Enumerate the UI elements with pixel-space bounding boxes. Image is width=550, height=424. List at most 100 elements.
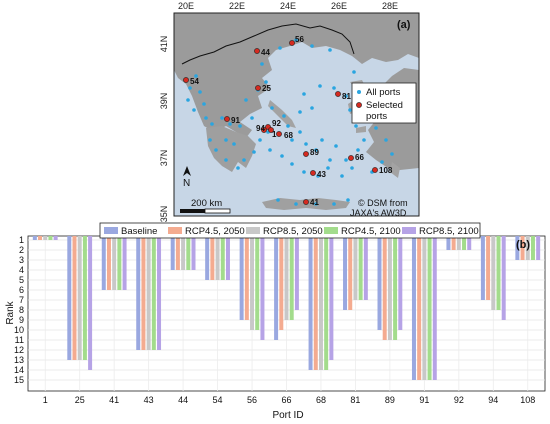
map-frame [173,12,420,217]
map-land-rhodes [390,162,400,178]
map-lon-ticks: 20E 22E 24E 26E 28E [178,1,398,11]
bar-56-3 [255,236,260,330]
bar-44-1 [175,236,180,270]
selected-port-label: 89 [310,148,319,157]
port-dot [310,44,314,48]
y-tick-label: 10 [14,325,24,335]
port-dot [290,138,294,142]
legend-label-4: RCP8.5, 2100 [419,226,479,237]
port-dot [294,202,298,206]
bar-44-3 [186,236,191,270]
bar-94-2 [491,236,496,310]
bar-68-3 [324,236,329,370]
bar-89-1 [382,236,387,340]
y-tick-label: 4 [19,265,24,275]
y-tick-label: 12 [14,345,24,355]
port-dot [228,122,232,126]
chart-x-ticks: 1 25 41 43 44 54 56 66 68 81 89 91 92 94 108 [43,395,536,405]
selected-port-label: 25 [262,84,271,93]
selected-port-label: 92 [272,119,281,128]
port-dot [298,130,302,134]
port-dot [316,174,320,178]
selected-port-marker [303,199,309,205]
port-dot [356,148,360,152]
port-dot [310,106,314,110]
port-dot [318,84,322,88]
map-panel: 56 44 54 25 81 91 92 94 1 68 89 66 43 108 41 20E 22E 2… [159,1,420,223]
scale-bar: 200 km [180,198,231,214]
x-tick-label: 56 [247,395,257,405]
legend-all-ports-label: All ports [366,87,401,98]
chart-bars [32,236,541,380]
port-dot [192,108,196,112]
bar-44-4 [191,236,196,270]
map-lat-ticks: 41N 39N 37N 35N [159,36,169,223]
selected-port-label: 1 [272,130,277,139]
bar-43-2 [146,236,151,350]
bar-25-4 [88,236,93,370]
x-tick-label: 68 [316,395,326,405]
bar-25-0 [67,236,72,360]
selected-port-label: 68 [284,131,293,140]
selected-port-marker [276,131,282,137]
bar-81-4 [363,236,368,300]
port-dot [328,158,332,162]
lon-tick-28e: 28E [382,1,398,11]
legend-swatch-3 [324,227,338,234]
port-dot [236,166,240,170]
bar-91-2 [422,236,427,380]
y-tick-label: 14 [14,365,24,375]
bar-89-2 [387,236,392,340]
selected-port-label: 54 [190,77,199,86]
map-panel-label: (a) [397,19,411,31]
lat-tick-35n: 35N [159,206,169,223]
port-dot [346,198,350,202]
bar-81-0 [343,236,348,310]
bar-1-4 [53,236,58,240]
selected-port-marker [372,167,378,173]
port-dot [348,108,352,112]
bar-54-4 [225,236,230,280]
bar-66-1 [279,236,284,330]
port-dot [390,152,394,156]
selected-port-marker [268,127,274,133]
bar-81-1 [348,236,353,310]
map-credit-line1: © DSM from [358,198,408,208]
legend-label-3: RCP4.5, 2100 [341,226,401,237]
port-dot [334,144,338,148]
legend-swatch-4 [402,227,416,234]
bar-54-1 [210,236,215,280]
bar-91-1 [417,236,422,380]
y-tick-label: 8 [19,305,24,315]
port-dot [260,62,264,66]
selected-port-marker [255,85,261,91]
bar-92-2 [456,236,461,250]
port-dot [374,126,378,130]
bar-41-0 [101,236,106,290]
bar-92-0 [446,236,451,250]
chart-ylabel: Rank [5,300,16,324]
bar-56-1 [244,236,249,320]
port-dot [290,162,294,166]
chart-legend-box [99,222,481,239]
bar-89-4 [398,236,403,330]
bar-68-1 [313,236,318,370]
legend-swatch-1 [168,227,182,234]
port-dot [280,154,284,158]
port-dot [302,92,306,96]
bar-54-3 [220,236,225,280]
bar-66-2 [284,236,289,320]
bar-54-0 [205,236,210,280]
x-tick-label: 41 [109,395,119,405]
y-tick-label: 15 [14,375,24,385]
port-dot [188,86,192,90]
map-legend: All ports Selected ports [351,82,417,124]
port-dot [302,170,306,174]
bar-91-4 [432,236,437,380]
y-tick-label: 9 [19,315,24,325]
map-border-line [181,23,355,65]
bar-81-3 [358,236,363,300]
x-tick-label: 43 [144,395,154,405]
port-dot [328,48,332,52]
bar-56-2 [250,236,255,330]
